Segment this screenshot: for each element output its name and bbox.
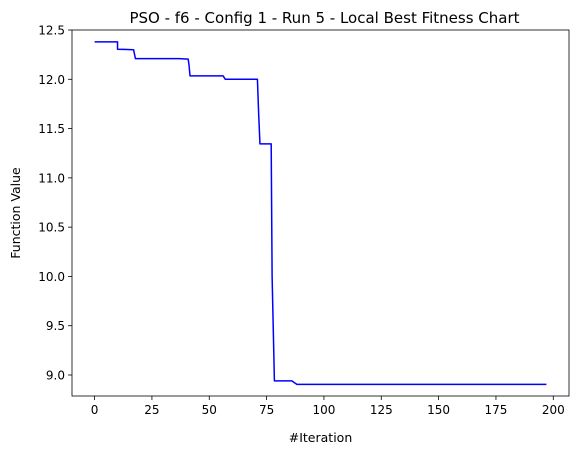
y-tick-label: 9.0 bbox=[46, 369, 65, 383]
plot-frame bbox=[71, 29, 570, 397]
plot-area bbox=[94, 41, 547, 386]
series-line-0 bbox=[94, 41, 547, 386]
y-axis: 9.0 9.5 10.0 10.5 11.0 11.5 12.0 12.5 bbox=[38, 24, 72, 383]
x-tick-label: 25 bbox=[144, 403, 159, 417]
y-tick-label: 10.0 bbox=[38, 270, 65, 284]
x-axis-label: #Iteration bbox=[289, 430, 353, 445]
x-tick-label: 75 bbox=[259, 403, 274, 417]
x-tick-label: 100 bbox=[312, 403, 335, 417]
y-axis-label: Function Value bbox=[8, 167, 23, 259]
y-tick-label: 11.0 bbox=[38, 171, 65, 185]
x-tick-label: 175 bbox=[484, 403, 507, 417]
y-tick-label: 10.5 bbox=[38, 221, 65, 235]
x-tick-label: 200 bbox=[542, 403, 565, 417]
y-tick-label: 12.5 bbox=[38, 24, 65, 38]
x-axis: 0 25 50 75 100 125 150 175 200 bbox=[91, 396, 565, 417]
x-tick-label: 150 bbox=[427, 403, 450, 417]
y-tick-label: 12.0 bbox=[38, 73, 65, 87]
x-tick-label: 50 bbox=[202, 403, 217, 417]
y-tick-label: 11.5 bbox=[38, 122, 65, 136]
y-tick-label: 9.5 bbox=[46, 319, 65, 333]
x-tick-label: 125 bbox=[370, 403, 393, 417]
chart-title: PSO - f6 - Config 1 - Run 5 - Local Best… bbox=[129, 9, 519, 27]
x-tick-label: 0 bbox=[91, 403, 99, 417]
